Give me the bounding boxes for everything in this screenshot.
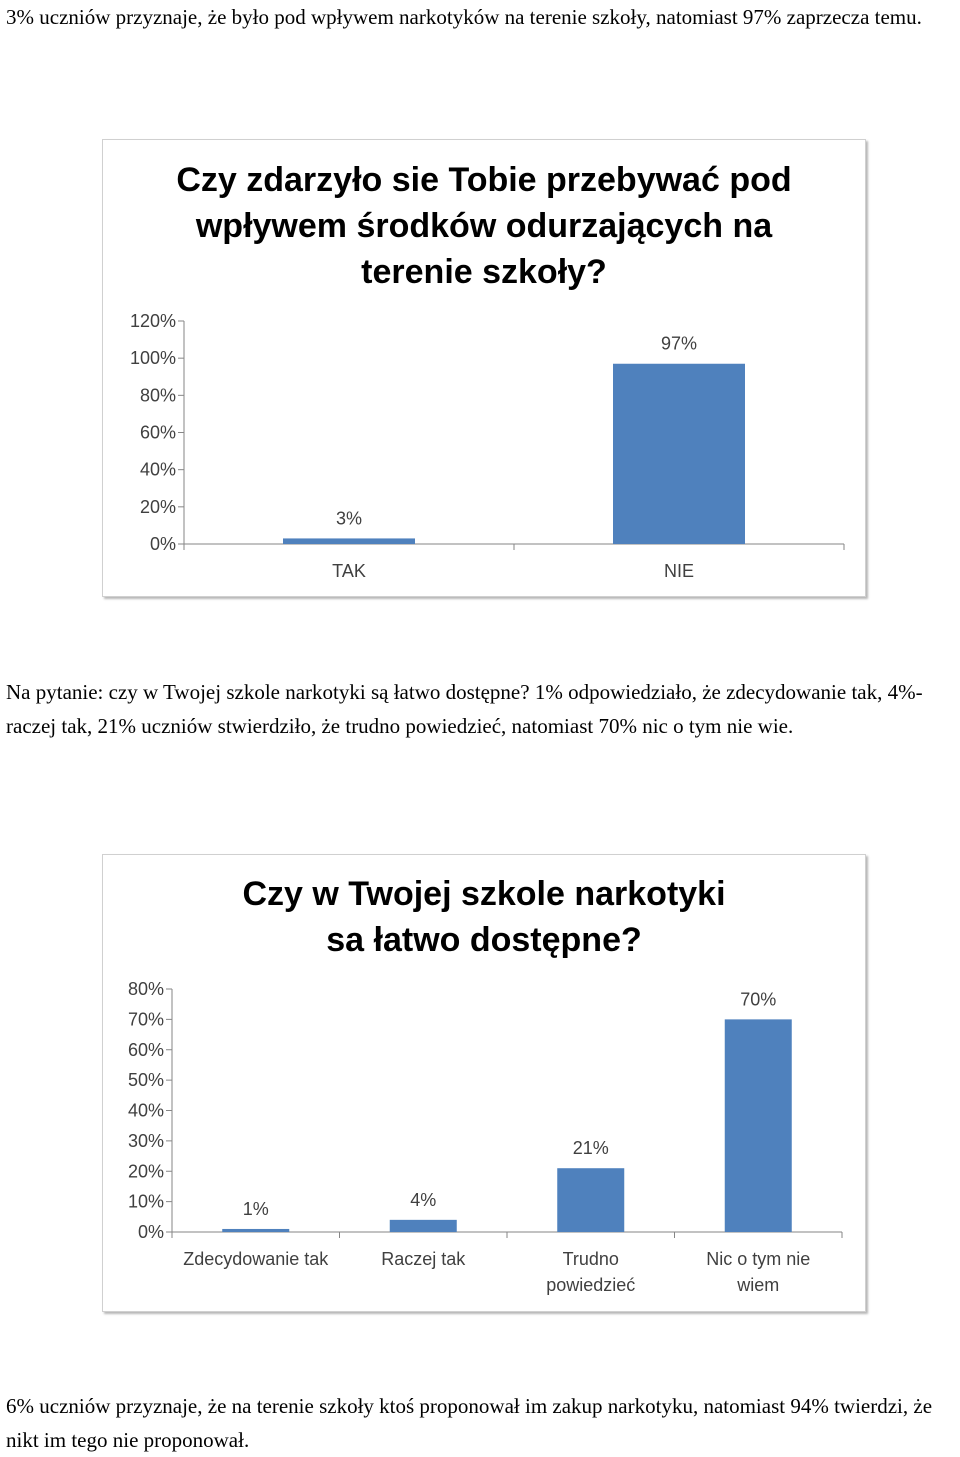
chart-title: Czy zdarzyło sie Tobie przebywać pod wpł… <box>176 161 792 291</box>
y-tick-label: 80% <box>128 979 164 999</box>
data-label: 70% <box>740 989 776 1009</box>
y-tick-label: 40% <box>140 460 176 480</box>
bar-4 <box>724 1019 792 1232</box>
y-tick-label: 50% <box>128 1070 164 1090</box>
y-tick-label: 60% <box>140 423 176 443</box>
y-tick-label: 120% <box>130 311 176 331</box>
y-tick-label: 80% <box>140 385 176 405</box>
y-tick-label: 20% <box>128 1161 164 1181</box>
data-label: 1% <box>243 1199 269 1219</box>
y-tick-label: 10% <box>128 1192 164 1212</box>
data-label: 3% <box>336 508 362 528</box>
data-label: 21% <box>573 1138 609 1158</box>
chart-influence-at-school: Czy zdarzyło sie Tobie przebywać pod wpł… <box>102 139 866 597</box>
x-category-label: Raczej tak <box>381 1249 466 1269</box>
intro-paragraph: 3% uczniów przyznaje, że było pod wpływe… <box>6 5 922 29</box>
chart-title: Czy w Twojej szkole narkotyki sa łatwo d… <box>242 875 726 959</box>
x-category-label: Nic o tym nie wiem <box>706 1249 810 1295</box>
bar-2 <box>613 363 745 544</box>
offer-paragraph: 6% uczniów przyznaje, że na terenie szko… <box>6 1394 933 1452</box>
y-tick-label: 30% <box>128 1131 164 1151</box>
data-label: 97% <box>661 334 697 354</box>
bar-1 <box>222 1228 290 1232</box>
bar-2 <box>389 1219 457 1232</box>
y-tick-label: 0% <box>138 1222 164 1242</box>
data-label: 4% <box>410 1190 436 1210</box>
x-category-label: Trudno powiedzieć <box>546 1249 635 1295</box>
bar-3 <box>557 1168 625 1232</box>
y-tick-label: 40% <box>128 1101 164 1121</box>
y-tick-label: 60% <box>128 1040 164 1060</box>
availability-paragraph: Na pytanie: czy w Twojej szkole narkotyk… <box>6 680 923 738</box>
y-tick-label: 20% <box>140 497 176 517</box>
y-tick-label: 70% <box>128 1009 164 1029</box>
bar-1 <box>283 538 415 544</box>
chart-plot: 0% 10% 20% 30% 40% 50% 60% 70% 80% 1% Zdecydowanie… <box>128 979 843 1295</box>
chart-plot: 0% 20% 40% 60% 80% 100% 120% 3% TAK 97% NIE <box>130 311 845 581</box>
y-tick-label: 100% <box>130 348 176 368</box>
y-tick-label: 0% <box>150 534 176 554</box>
x-category-label: NIE <box>664 561 694 581</box>
x-category-label: TAK <box>332 561 366 581</box>
x-category-label: Zdecydowanie tak <box>183 1249 329 1269</box>
chart-drug-availability: Czy w Twojej szkole narkotyki sa łatwo d… <box>102 854 866 1312</box>
